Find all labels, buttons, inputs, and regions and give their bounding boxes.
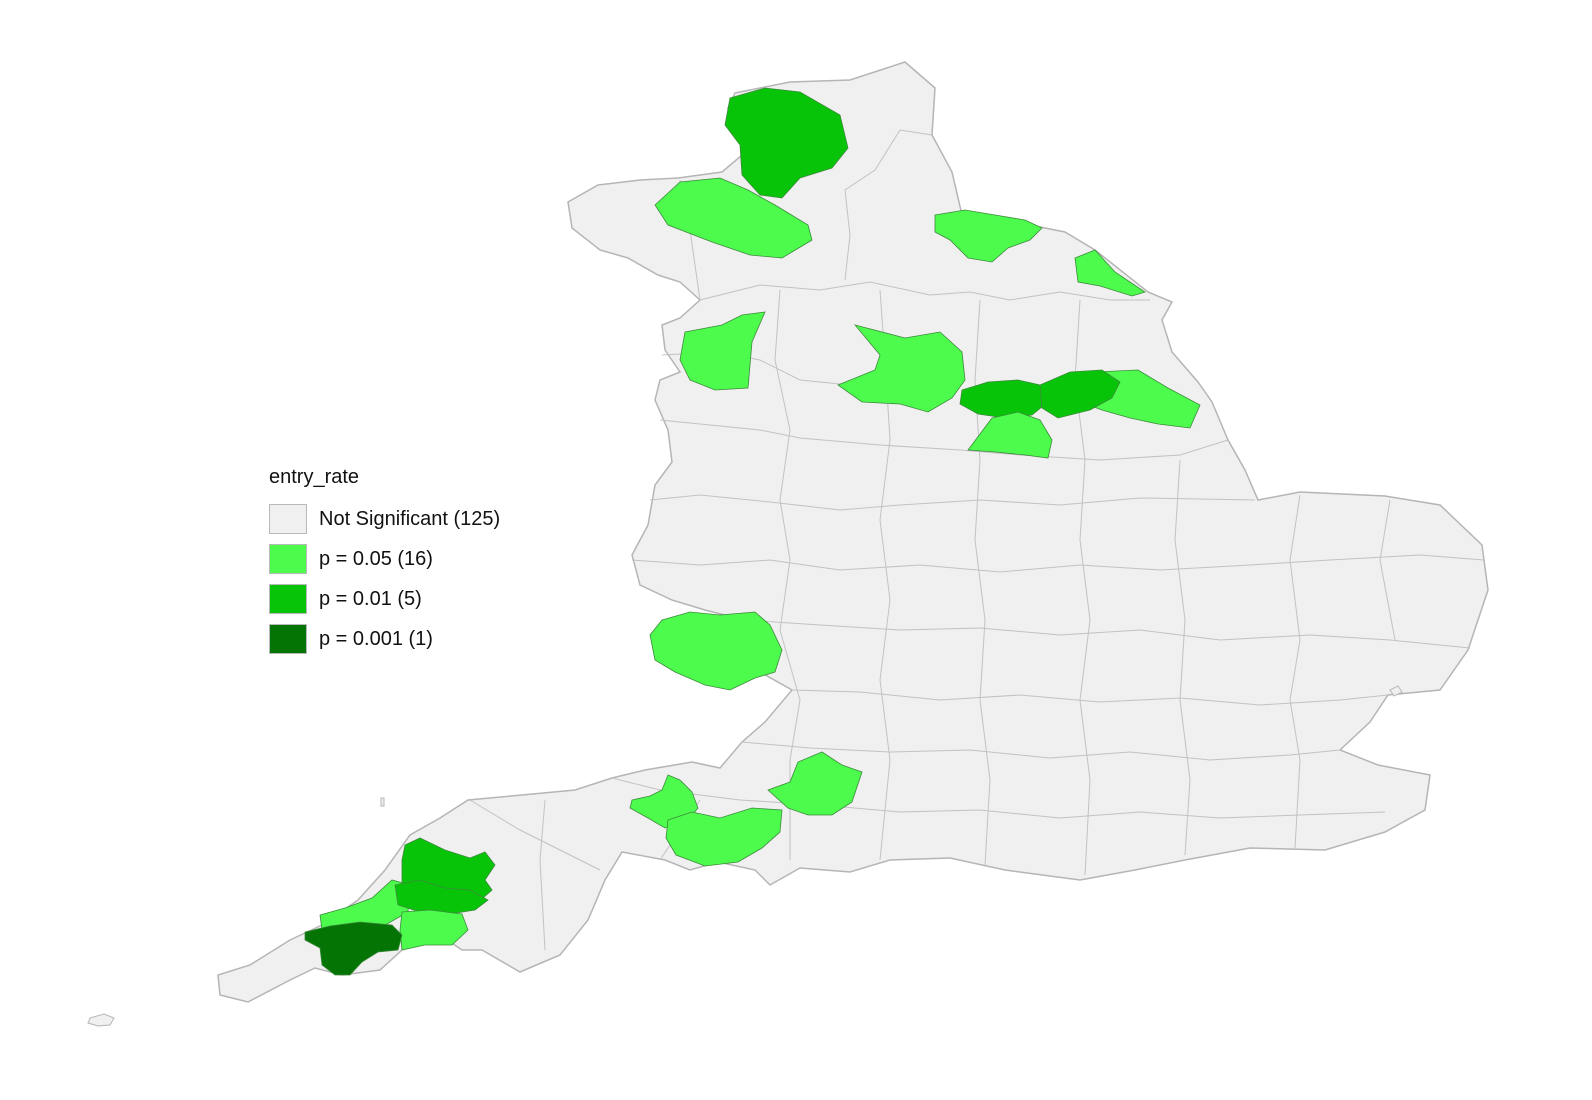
boundary-line: [469, 799, 601, 871]
region-devon-east-p001: [394, 879, 489, 915]
region-southwest-b-p005: [665, 807, 783, 867]
anglesey-fragment: [1389, 685, 1403, 697]
region-south-yorkshire-p005: [967, 411, 1053, 459]
boundary-line: [611, 777, 1386, 819]
legend-item-p001: p = 0.01 (5): [269, 579, 500, 619]
legend-swatch: [269, 504, 307, 534]
region-northeast-p005: [934, 209, 1043, 263]
region-wales-border-p005: [649, 611, 783, 691]
legend-item-not-significant: Not Significant (125): [269, 499, 500, 539]
legend: entry_rate Not Significant (125) p = 0.0…: [269, 466, 500, 659]
legend-label: p = 0.001 (1): [319, 627, 433, 650]
region-southwest-a-p005: [629, 774, 699, 829]
legend-swatch: [269, 584, 307, 614]
boundary-line: [659, 419, 1229, 461]
boundary-line: [744, 619, 1471, 649]
boundary-line: [741, 741, 1341, 761]
region-northwest-p005: [654, 177, 813, 259]
legend-label: p = 0.05 (16): [319, 547, 433, 570]
region-north-p001: [724, 87, 849, 199]
legend-item-p0001: p = 0.001 (1): [269, 619, 500, 659]
legend-swatch: [269, 624, 307, 654]
boundary-line: [699, 281, 1150, 301]
boundary-line: [1289, 494, 1301, 849]
region-cornwall-p0001: [304, 921, 403, 976]
legend-label: p = 0.01 (5): [319, 587, 422, 610]
legend-item-p005: p = 0.05 (16): [269, 539, 500, 579]
region-yorkshire-east-p001: [1039, 369, 1121, 419]
region-southwest-c-p005: [767, 751, 863, 816]
region-west-p005: [679, 311, 766, 391]
boundary-line: [844, 129, 933, 281]
boundary-line: [774, 289, 801, 860]
lundy-island: [380, 797, 385, 807]
boundary-line: [1174, 459, 1191, 856]
boundary-line: [539, 799, 546, 951]
boundary-line: [791, 689, 1389, 706]
legend-swatch: [269, 544, 307, 574]
region-central-north-p005: [837, 324, 966, 413]
boundary-line: [649, 494, 1256, 511]
legend-label: Not Significant (125): [319, 507, 501, 530]
boundary-line: [631, 554, 1485, 573]
legend-title: entry_rate: [269, 466, 360, 488]
region-yorkshire-west-p001: [959, 379, 1049, 419]
significant-regions: [304, 87, 1201, 976]
boundary-line: [1379, 499, 1396, 641]
region-coast-p005: [1074, 249, 1146, 297]
isles-of-scilly: [87, 1013, 115, 1027]
islands: [87, 685, 1403, 1027]
